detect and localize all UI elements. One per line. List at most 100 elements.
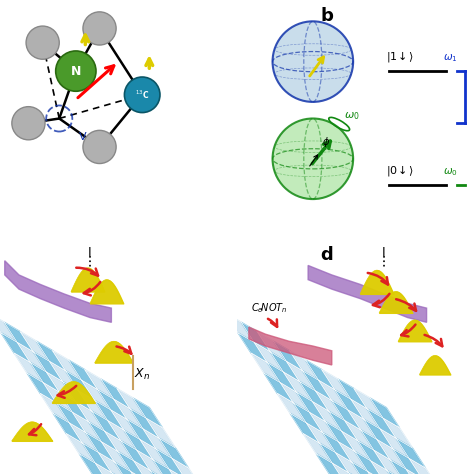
Polygon shape	[313, 402, 342, 431]
Polygon shape	[134, 461, 163, 474]
Polygon shape	[352, 462, 381, 474]
Polygon shape	[390, 460, 419, 474]
Polygon shape	[380, 429, 410, 459]
Polygon shape	[36, 341, 65, 371]
Polygon shape	[316, 454, 346, 474]
Polygon shape	[124, 430, 153, 460]
Polygon shape	[105, 431, 134, 461]
Text: $|1\!\downarrow\rangle$: $|1\!\downarrow\rangle$	[386, 49, 414, 64]
Polygon shape	[85, 370, 114, 399]
Polygon shape	[108, 421, 137, 450]
Text: I: I	[382, 246, 386, 259]
Polygon shape	[333, 464, 362, 474]
Polygon shape	[96, 464, 125, 474]
Polygon shape	[300, 382, 328, 411]
Polygon shape	[241, 322, 270, 352]
Polygon shape	[364, 419, 393, 449]
Polygon shape	[264, 374, 293, 403]
Polygon shape	[306, 423, 336, 453]
Polygon shape	[361, 430, 390, 460]
Ellipse shape	[273, 21, 353, 102]
Polygon shape	[117, 389, 146, 418]
Polygon shape	[355, 451, 384, 474]
Polygon shape	[33, 352, 63, 382]
Polygon shape	[283, 372, 313, 402]
Polygon shape	[257, 332, 286, 361]
Text: V: V	[79, 132, 87, 143]
Circle shape	[12, 107, 45, 140]
Polygon shape	[133, 398, 162, 428]
Polygon shape	[270, 352, 300, 382]
Polygon shape	[306, 360, 335, 390]
Polygon shape	[140, 440, 169, 469]
Polygon shape	[267, 363, 297, 392]
Circle shape	[124, 77, 160, 113]
Polygon shape	[354, 389, 383, 418]
Polygon shape	[280, 383, 310, 412]
Polygon shape	[17, 342, 46, 372]
Polygon shape	[238, 333, 267, 363]
Polygon shape	[338, 442, 368, 472]
Text: d: d	[321, 246, 333, 264]
Polygon shape	[150, 470, 179, 474]
Polygon shape	[65, 371, 95, 401]
Polygon shape	[387, 470, 416, 474]
Polygon shape	[277, 393, 306, 423]
Polygon shape	[371, 461, 400, 474]
Polygon shape	[290, 351, 319, 380]
Polygon shape	[73, 412, 102, 442]
Polygon shape	[173, 459, 201, 474]
Text: $|0\!\downarrow\rangle$: $|0\!\downarrow\rangle$	[386, 163, 414, 178]
Text: $C_e\!NOT_n$: $C_e\!NOT_n$	[251, 301, 288, 315]
Polygon shape	[345, 421, 374, 450]
Polygon shape	[225, 313, 254, 342]
Polygon shape	[316, 391, 345, 421]
Polygon shape	[80, 454, 109, 474]
Polygon shape	[44, 383, 73, 412]
Polygon shape	[249, 327, 332, 365]
Polygon shape	[328, 411, 358, 441]
Polygon shape	[159, 438, 189, 468]
Polygon shape	[89, 422, 118, 451]
Polygon shape	[308, 265, 427, 322]
Polygon shape	[121, 441, 150, 470]
Polygon shape	[54, 413, 82, 443]
Polygon shape	[30, 363, 60, 392]
Polygon shape	[130, 409, 159, 438]
Polygon shape	[27, 374, 56, 403]
Polygon shape	[322, 370, 351, 399]
Polygon shape	[348, 473, 378, 474]
Circle shape	[26, 26, 59, 59]
Text: $\omega_0$: $\omega_0$	[344, 110, 360, 122]
Polygon shape	[46, 372, 76, 402]
Polygon shape	[53, 351, 82, 380]
Polygon shape	[86, 432, 115, 462]
Polygon shape	[1, 333, 30, 363]
Polygon shape	[153, 460, 182, 474]
Polygon shape	[293, 403, 322, 432]
Polygon shape	[310, 412, 338, 442]
Polygon shape	[56, 403, 86, 432]
Polygon shape	[131, 472, 160, 474]
Text: b: b	[320, 7, 334, 25]
Polygon shape	[60, 392, 89, 422]
Circle shape	[83, 12, 116, 45]
Polygon shape	[351, 399, 380, 429]
Polygon shape	[393, 449, 422, 474]
Polygon shape	[127, 419, 156, 449]
Polygon shape	[112, 473, 141, 474]
Polygon shape	[290, 413, 319, 443]
Polygon shape	[410, 459, 438, 474]
Polygon shape	[95, 401, 124, 430]
Polygon shape	[169, 469, 199, 474]
Polygon shape	[374, 450, 403, 474]
Polygon shape	[69, 360, 98, 390]
Polygon shape	[115, 462, 144, 474]
Polygon shape	[286, 361, 316, 391]
Polygon shape	[143, 429, 173, 459]
Polygon shape	[137, 450, 166, 474]
Circle shape	[83, 130, 116, 164]
Polygon shape	[342, 431, 371, 461]
Polygon shape	[99, 453, 128, 474]
Polygon shape	[82, 380, 111, 410]
